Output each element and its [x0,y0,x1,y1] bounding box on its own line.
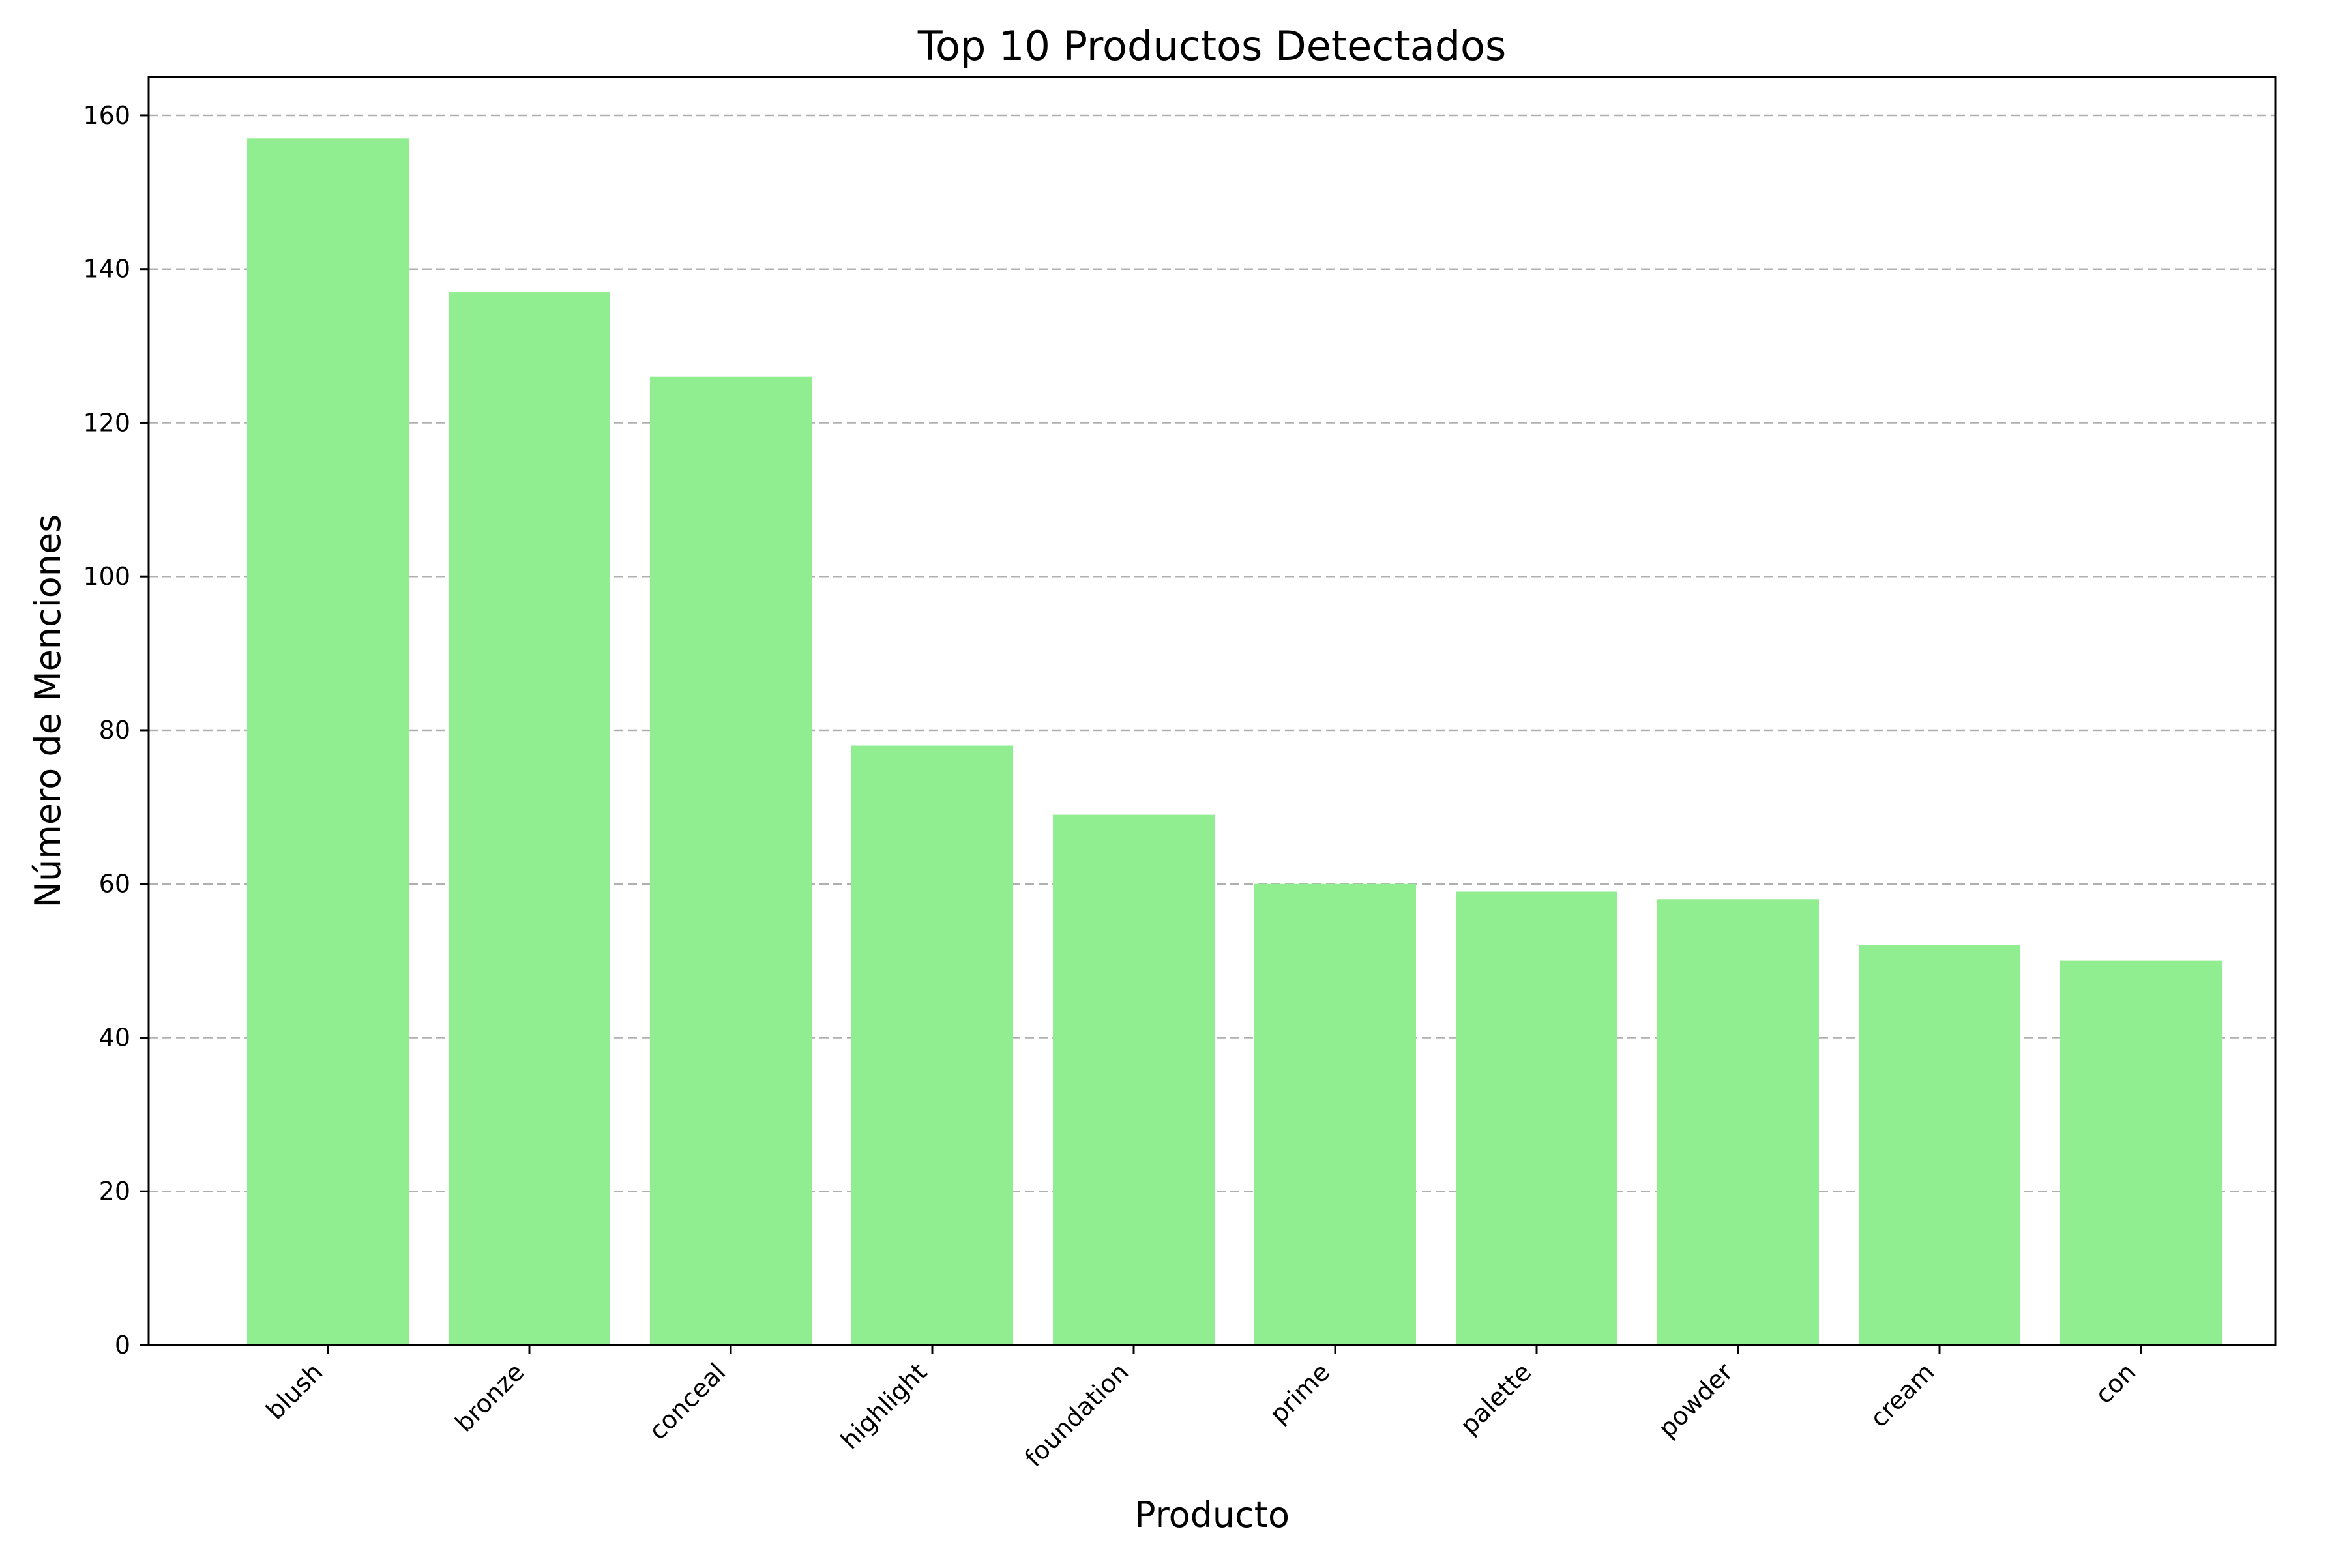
bar [1657,899,1819,1345]
chart-title: Top 10 Productos Detectados [917,22,1507,70]
y-tick-label: 0 [115,1331,130,1359]
y-tick-label: 40 [99,1023,130,1052]
bar [247,138,409,1346]
bar [1053,814,1215,1345]
y-axis-title: Número de Menciones [27,514,68,908]
bar [2060,960,2222,1345]
y-tick-label: 20 [99,1177,130,1206]
y-tick-label: 60 [99,870,130,898]
bar [650,376,812,1345]
y-tick-label: 140 [83,255,130,284]
y-axis: 0 20 40 60 80 100 120 140 160 [83,101,149,1359]
bar [449,292,610,1346]
y-tick-label: 160 [83,101,130,130]
bar [1254,883,1416,1345]
bar [851,745,1013,1345]
y-tick-label: 80 [99,716,130,745]
plot-frame [147,76,2277,1346]
bars [247,138,2222,1346]
y-tick-label: 100 [83,562,130,591]
y-tick-label: 120 [83,408,130,437]
x-axis-title: Producto [1134,1494,1290,1535]
bar [1456,891,1617,1345]
bar [1859,945,2020,1345]
